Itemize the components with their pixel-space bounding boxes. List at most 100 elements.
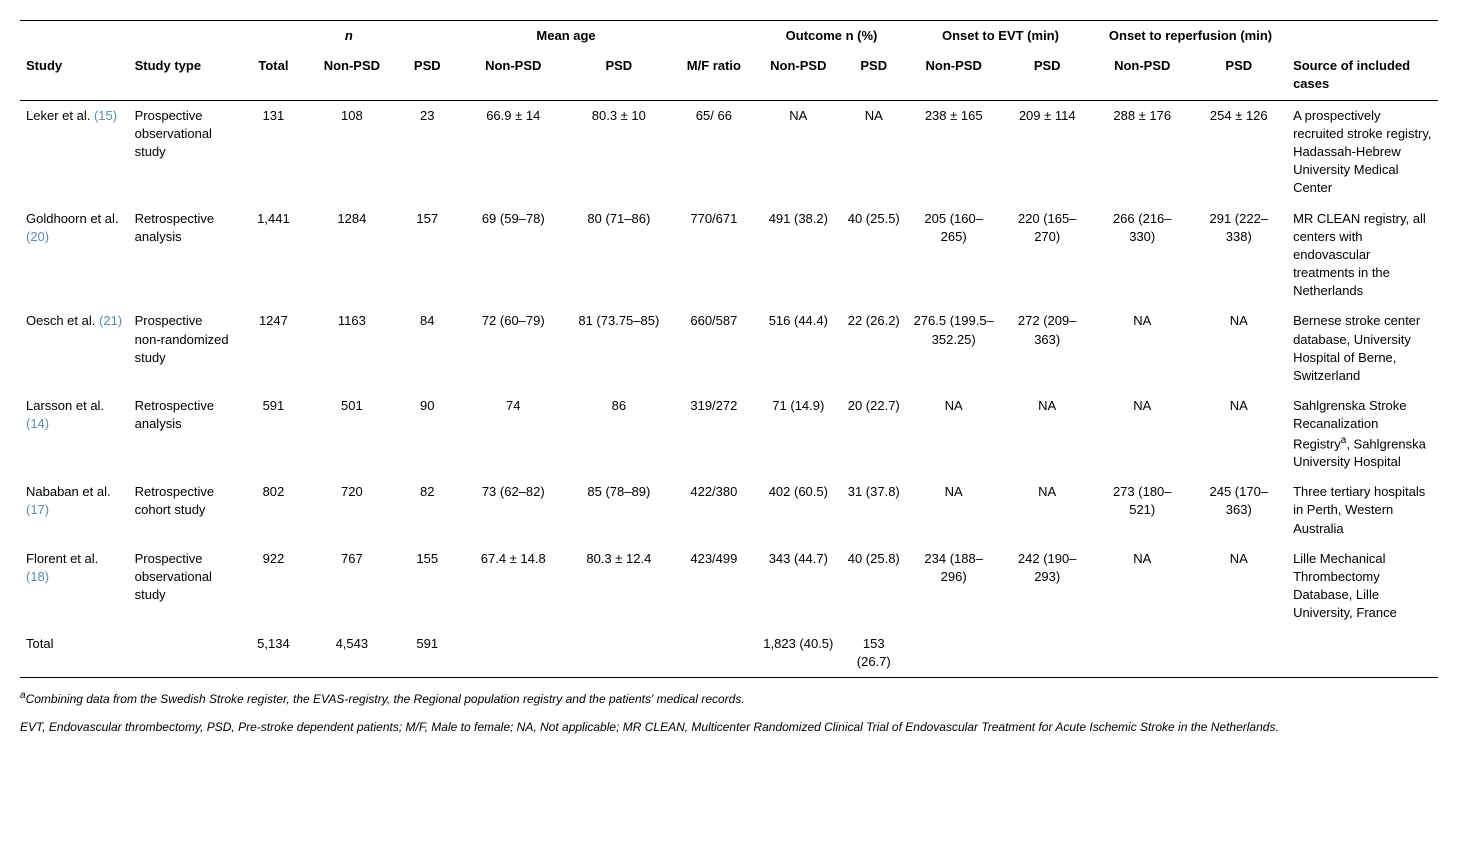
cell-evt-psd: 220 (165–270) (1000, 204, 1094, 307)
header-n-psd: PSD (394, 51, 460, 100)
cell-n-psd: 23 (394, 100, 460, 203)
cell-out-psd: NA (841, 100, 907, 203)
header-mf: M/F ratio (672, 51, 756, 100)
cell-source: Lille Mechanical Thrombectomy Database, … (1287, 544, 1438, 629)
header-mean-age: Mean age (460, 21, 671, 52)
table-row: Nababan et al. (17)Retrospective cohort … (20, 477, 1438, 544)
cell-evt-psd: NA (1000, 391, 1094, 477)
cell-n-nonpsd: 767 (310, 544, 394, 629)
header-onset-reperf: Onset to reperfusion (min) (1094, 21, 1287, 52)
cell-total-out-nonpsd: 1,823 (40.5) (756, 629, 840, 678)
header-evt-psd: PSD (1000, 51, 1094, 100)
cell-n-psd: 157 (394, 204, 460, 307)
cell-age-psd: 80.3 ± 12.4 (566, 544, 672, 629)
table-row: Larsson et al. (14)Retrospective analysi… (20, 391, 1438, 477)
cell-study: Larsson et al. (14) (20, 391, 129, 477)
cell-study: Goldhoorn et al. (20) (20, 204, 129, 307)
header-group-row: n Mean age Outcome n (%) Onset to EVT (m… (20, 21, 1438, 52)
cell-source: Three tertiary hospitals in Perth, Weste… (1287, 477, 1438, 544)
cell-evt-nonpsd: 234 (188–296) (907, 544, 1001, 629)
cell-total: 1,441 (237, 204, 309, 307)
cell-rep-psd: NA (1191, 391, 1288, 477)
table-row: Oesch et al. (21)Prospective non-randomi… (20, 306, 1438, 391)
header-study: Study (20, 51, 129, 100)
cell-n-psd: 155 (394, 544, 460, 629)
header-outcome: Outcome n (%) (786, 28, 878, 43)
cell-age-nonpsd: 69 (59–78) (460, 204, 566, 307)
cell-study-type: Prospective non-randomized study (129, 306, 238, 391)
cell-source: Bernese stroke center database, Universi… (1287, 306, 1438, 391)
cell-total-total: 5,134 (237, 629, 309, 678)
cell-age-nonpsd: 73 (62–82) (460, 477, 566, 544)
cell-total: 591 (237, 391, 309, 477)
reference-link: (17) (26, 502, 49, 517)
cell-out-psd: 22 (26.2) (841, 306, 907, 391)
header-total: Total (237, 51, 309, 100)
cell-age-psd: 80.3 ± 10 (566, 100, 672, 203)
cell-study: Florent et al. (18) (20, 544, 129, 629)
reference-link: (14) (26, 416, 49, 431)
cell-out-nonpsd: 402 (60.5) (756, 477, 840, 544)
cell-rep-nonpsd: 266 (216–330) (1094, 204, 1191, 307)
table-row: Florent et al. (18)Prospective observati… (20, 544, 1438, 629)
footnote-abbrev: EVT, Endovascular thrombectomy, PSD, Pre… (20, 708, 1438, 736)
cell-study-type: Prospective observational study (129, 544, 238, 629)
cell-mf: 423/499 (672, 544, 756, 629)
cell-n-nonpsd: 1163 (310, 306, 394, 391)
cell-evt-psd: 242 (190–293) (1000, 544, 1094, 629)
study-characteristics-table: n Mean age Outcome n (%) Onset to EVT (m… (20, 20, 1438, 678)
cell-rep-nonpsd: NA (1094, 544, 1191, 629)
cell-age-psd: 86 (566, 391, 672, 477)
cell-age-psd: 81 (73.75–85) (566, 306, 672, 391)
cell-mf: 770/671 (672, 204, 756, 307)
cell-mf: 319/272 (672, 391, 756, 477)
cell-mf: 660/587 (672, 306, 756, 391)
cell-total-n-psd: 591 (394, 629, 460, 678)
cell-total-out-psd: 153 (26.7) (841, 629, 907, 678)
cell-n-psd: 82 (394, 477, 460, 544)
cell-total-label: Total (20, 629, 129, 678)
cell-evt-nonpsd: NA (907, 391, 1001, 477)
header-onset-evt: Onset to EVT (min) (907, 21, 1094, 52)
cell-evt-psd: 209 ± 114 (1000, 100, 1094, 203)
cell-age-nonpsd: 74 (460, 391, 566, 477)
cell-source: Sahlgrenska Stroke Recanalization Regist… (1287, 391, 1438, 477)
reference-link: (15) (94, 108, 117, 123)
cell-source: A prospectively recruited stroke registr… (1287, 100, 1438, 203)
cell-out-nonpsd: 343 (44.7) (756, 544, 840, 629)
cell-out-nonpsd: 516 (44.4) (756, 306, 840, 391)
cell-study-type: Prospective observational study (129, 100, 238, 203)
cell-study-type: Retrospective analysis (129, 204, 238, 307)
cell-rep-psd: 254 ± 126 (1191, 100, 1288, 203)
header-age-psd: PSD (566, 51, 672, 100)
cell-source: MR CLEAN registry, all centers with endo… (1287, 204, 1438, 307)
header-out-psd: PSD (841, 51, 907, 100)
header-n: n (345, 28, 353, 43)
header-age-nonpsd: Non-PSD (460, 51, 566, 100)
cell-rep-nonpsd: 273 (180–521) (1094, 477, 1191, 544)
cell-rep-psd: 245 (170–363) (1191, 477, 1288, 544)
cell-rep-nonpsd: 288 ± 176 (1094, 100, 1191, 203)
reference-link: (20) (26, 229, 49, 244)
cell-evt-nonpsd: NA (907, 477, 1001, 544)
cell-total-n-nonpsd: 4,543 (310, 629, 394, 678)
cell-total: 1247 (237, 306, 309, 391)
cell-n-nonpsd: 1284 (310, 204, 394, 307)
header-study-type: Study type (129, 51, 238, 100)
cell-out-psd: 40 (25.8) (841, 544, 907, 629)
footnote-a: aCombining data from the Swedish Stroke … (20, 678, 1438, 708)
cell-study: Oesch et al. (21) (20, 306, 129, 391)
cell-n-psd: 90 (394, 391, 460, 477)
cell-evt-psd: NA (1000, 477, 1094, 544)
header-sub-row: Study Study type Total Non-PSD PSD Non-P… (20, 51, 1438, 100)
cell-rep-psd: NA (1191, 306, 1288, 391)
cell-evt-nonpsd: 238 ± 165 (907, 100, 1001, 203)
cell-study: Nababan et al. (17) (20, 477, 129, 544)
header-rep-psd: PSD (1191, 51, 1288, 100)
cell-n-psd: 84 (394, 306, 460, 391)
reference-link: (21) (99, 313, 122, 328)
cell-total: 802 (237, 477, 309, 544)
cell-n-nonpsd: 108 (310, 100, 394, 203)
cell-rep-psd: NA (1191, 544, 1288, 629)
cell-out-psd: 20 (22.7) (841, 391, 907, 477)
